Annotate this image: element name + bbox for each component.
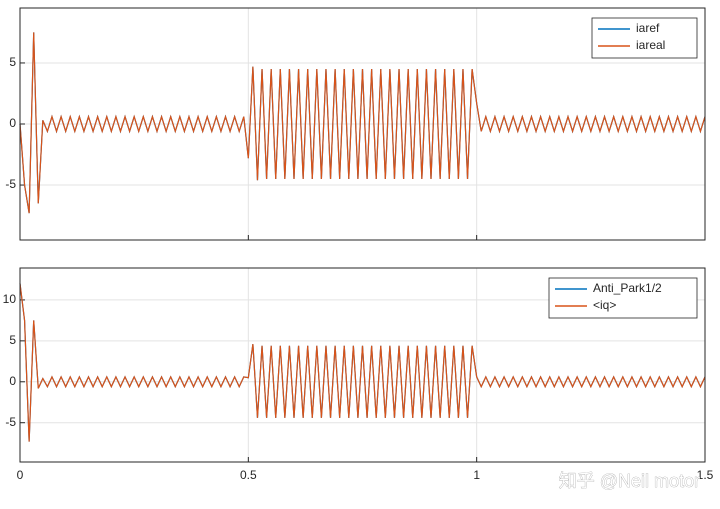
x-tick-label: 0.5 bbox=[240, 468, 257, 482]
x-tick-label: 0 bbox=[17, 468, 24, 482]
y-tick-label: 5 bbox=[9, 333, 16, 347]
y-tick-label: 0 bbox=[9, 116, 16, 130]
x-tick-label: 1 bbox=[473, 468, 480, 482]
watermark: 知乎 @Neil motor bbox=[559, 471, 700, 491]
y-tick-label: -5 bbox=[5, 415, 16, 429]
legend-label: Anti_Park1/2 bbox=[593, 281, 662, 295]
legend-box bbox=[548, 277, 698, 319]
series-line bbox=[19, 283, 706, 442]
y-tick-label: 0 bbox=[9, 374, 16, 388]
legend-label: iaref bbox=[636, 21, 660, 35]
axes-box bbox=[19, 267, 706, 463]
x-tick-label: 1.5 bbox=[697, 468, 714, 482]
axes-box bbox=[19, 7, 706, 241]
y-tick-label: -5 bbox=[5, 177, 16, 191]
legend-label: iareal bbox=[636, 38, 665, 52]
legend-box bbox=[591, 17, 698, 59]
y-tick-label: 10 bbox=[3, 292, 17, 306]
y-tick-label: 5 bbox=[9, 55, 16, 69]
series-line bbox=[19, 32, 706, 214]
legend-label: <iq> bbox=[593, 298, 616, 312]
